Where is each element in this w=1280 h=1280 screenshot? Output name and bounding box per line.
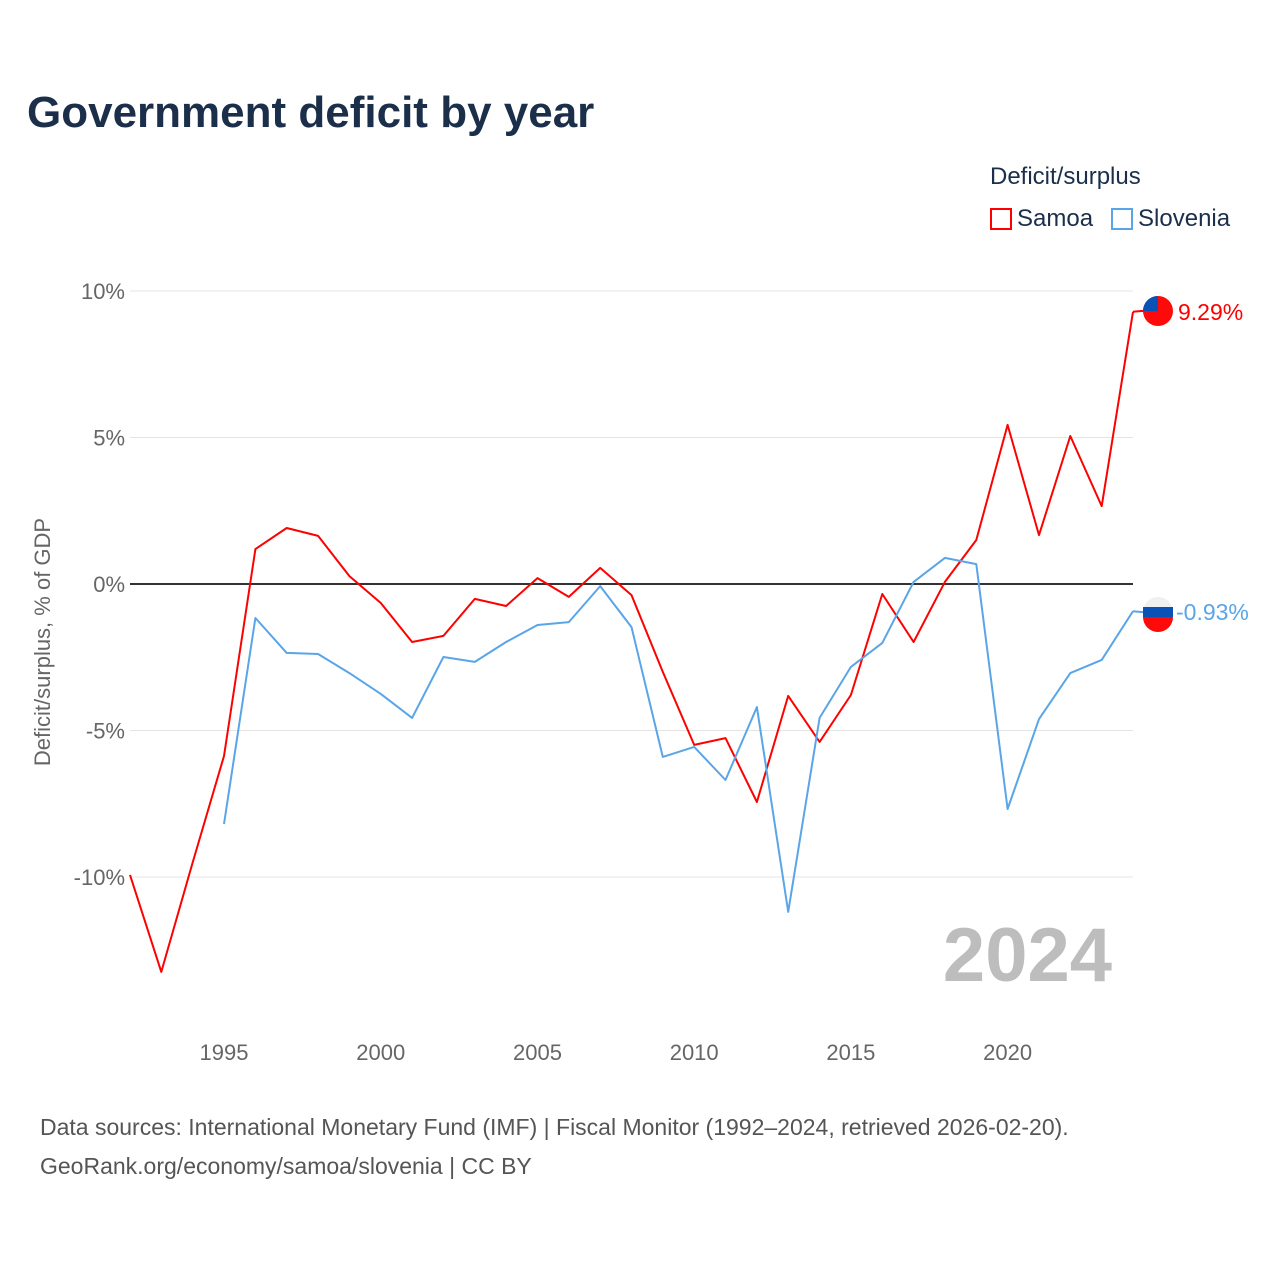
- series-line-slovenia: [223, 556, 1134, 913]
- x-tick-label: 2020: [983, 1040, 1032, 1065]
- x-tick-label: 2005: [513, 1040, 562, 1065]
- y-tick-label: 5%: [93, 426, 125, 451]
- year-watermark: 2024: [942, 913, 1112, 998]
- y-tick-label: -5%: [86, 719, 125, 744]
- legend-item-slovenia[interactable]: Slovenia: [1111, 205, 1230, 233]
- x-tick-label: 2000: [356, 1040, 405, 1065]
- line-chart: 10% 5% 0% -5% -10% 1995 2000 2005 2010 2015 2020 De…: [30, 279, 1249, 1065]
- legend-swatch-slovenia: [1111, 208, 1134, 230]
- legend-label-slovenia: Slovenia: [1138, 205, 1231, 232]
- y-tick-label: 0%: [93, 572, 125, 597]
- series-line-samoa: [129, 311, 1134, 973]
- x-tick-label: 2015: [826, 1040, 875, 1065]
- source-url-text: GeoRank.org/economy/samoa/slovenia | CC …: [40, 1153, 532, 1179]
- x-tick-label: 2010: [670, 1040, 719, 1065]
- chart-title: Government deficit by year: [27, 88, 595, 137]
- footer: Data sources: International Monetary Fun…: [40, 1108, 1069, 1186]
- legend-swatch-samoa: [990, 208, 1012, 230]
- legend-item-samoa[interactable]: Samoa: [990, 205, 1093, 233]
- slovenia-flag-red: [1143, 617, 1173, 632]
- y-tick-label: 10%: [81, 279, 125, 304]
- legend: Samoa Slovenia: [990, 205, 1230, 233]
- legend-label-samoa: Samoa: [1017, 205, 1094, 232]
- end-value-label-samoa: 9.29%: [1178, 299, 1243, 325]
- slovenia-flag-stripe: [1143, 607, 1173, 617]
- y-axis-label: Deficit/surplus, % of GDP: [30, 518, 55, 766]
- x-tick-label: 1995: [200, 1040, 249, 1065]
- legend-title: Deficit/surplus: [990, 163, 1141, 190]
- samoa-flag-canton: [1143, 296, 1158, 311]
- data-source-text: Data sources: International Monetary Fun…: [40, 1114, 1069, 1140]
- end-value-label-slovenia: -0.93%: [1176, 599, 1249, 625]
- y-tick-label: -10%: [74, 865, 125, 890]
